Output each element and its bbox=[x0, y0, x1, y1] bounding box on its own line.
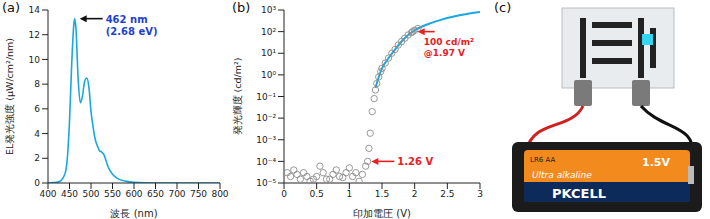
html-text:(a): (a) bbox=[2, 0, 21, 15]
svg-text:2: 2 bbox=[34, 153, 40, 163]
svg-text:10⁻¹: 10⁻¹ bbox=[256, 92, 276, 102]
svg-text:750: 750 bbox=[190, 189, 207, 199]
svg-text:LR6 AA: LR6 AA bbox=[530, 156, 555, 164]
svg-text:(2.68 eV): (2.68 eV) bbox=[106, 26, 158, 37]
svg-text:1.26 V: 1.26 V bbox=[397, 156, 433, 167]
svg-text:4: 4 bbox=[34, 129, 40, 139]
svg-text:波長 (nm): 波長 (nm) bbox=[110, 208, 157, 219]
svg-text:450: 450 bbox=[61, 189, 78, 199]
svg-text:600: 600 bbox=[125, 189, 142, 199]
svg-text:10⁻⁵: 10⁻⁵ bbox=[256, 178, 276, 188]
html-text:(b): (b) bbox=[232, 0, 251, 15]
svg-text:1: 1 bbox=[346, 189, 352, 199]
svg-text:10⁻²: 10⁻² bbox=[256, 113, 276, 123]
svg-text:2.5: 2.5 bbox=[440, 189, 454, 199]
svg-text:700: 700 bbox=[168, 189, 185, 199]
svg-text:0: 0 bbox=[281, 189, 287, 199]
svg-text:Ultra alkaline: Ultra alkaline bbox=[532, 170, 592, 180]
svg-text:500: 500 bbox=[82, 189, 99, 199]
svg-text:8: 8 bbox=[34, 79, 40, 89]
svg-text:400: 400 bbox=[39, 189, 56, 199]
svg-text:@1.97 V: @1.97 V bbox=[424, 48, 465, 58]
svg-text:発光輝度 (cd/m²): 発光輝度 (cd/m²) bbox=[232, 58, 243, 136]
svg-text:EL発光強度 (μW/cm²/nm): EL発光強度 (μW/cm²/nm) bbox=[8, 38, 15, 155]
svg-text:462 nm: 462 nm bbox=[106, 14, 148, 25]
svg-text:0.5: 0.5 bbox=[310, 189, 324, 199]
svg-text:10⁻³: 10⁻³ bbox=[256, 135, 276, 145]
svg-text:10³: 10³ bbox=[261, 5, 276, 15]
svg-text:100 cd/m²: 100 cd/m² bbox=[424, 37, 474, 47]
svg-text:10¹: 10¹ bbox=[261, 48, 276, 58]
svg-text:10²: 10² bbox=[261, 27, 276, 37]
svg-text:10: 10 bbox=[29, 55, 41, 65]
svg-text:印加電圧 (V): 印加電圧 (V) bbox=[353, 208, 411, 219]
svg-text:10⁻⁴: 10⁻⁴ bbox=[256, 157, 276, 167]
svg-text:2: 2 bbox=[412, 189, 418, 199]
svg-text:0: 0 bbox=[34, 178, 40, 188]
svg-text:PKCELL: PKCELL bbox=[552, 186, 606, 201]
svg-text:6: 6 bbox=[34, 104, 40, 114]
svg-text:3: 3 bbox=[477, 189, 483, 199]
svg-text:650: 650 bbox=[147, 189, 164, 199]
svg-text:10⁰: 10⁰ bbox=[261, 70, 276, 80]
svg-text:550: 550 bbox=[104, 189, 121, 199]
svg-text:12: 12 bbox=[29, 30, 40, 40]
svg-text:1.5V: 1.5V bbox=[642, 156, 670, 169]
svg-text:14: 14 bbox=[29, 5, 41, 15]
html-text:(c): (c) bbox=[494, 0, 512, 15]
svg-text:1.5: 1.5 bbox=[375, 189, 389, 199]
svg-text:800: 800 bbox=[211, 189, 228, 199]
